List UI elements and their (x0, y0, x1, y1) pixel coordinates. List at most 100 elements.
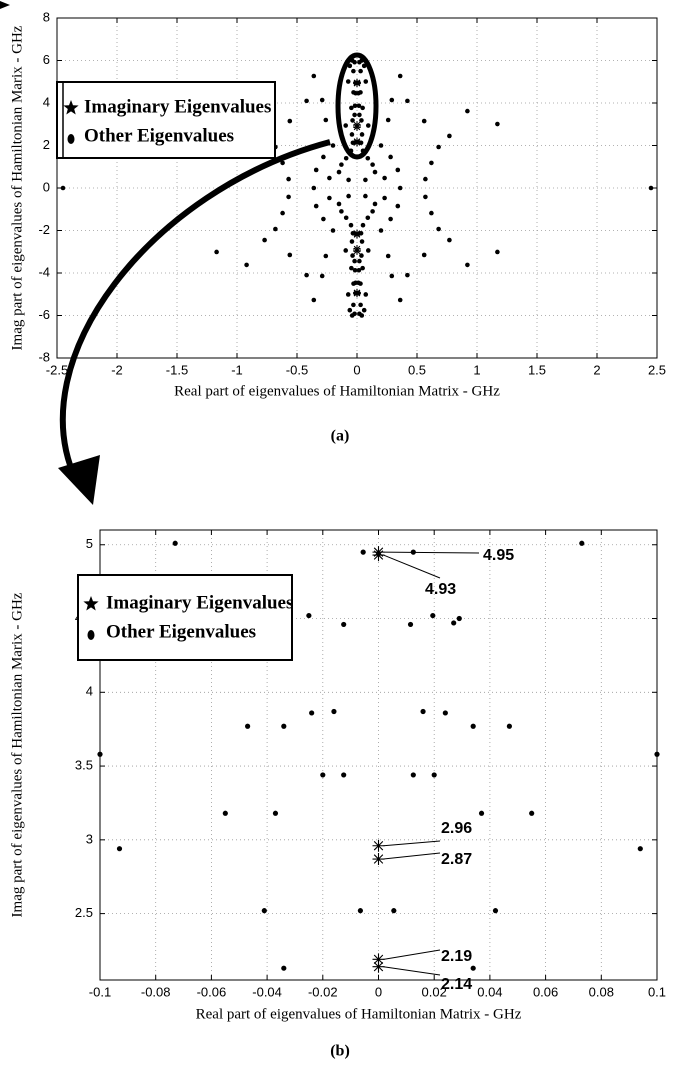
dot-point (478, 810, 485, 816)
dot-point (470, 723, 476, 729)
dot-point (352, 267, 358, 273)
x-tick-label: 0.1 (648, 984, 666, 999)
y-tick-label: 4 (43, 94, 50, 109)
dot-point (421, 118, 427, 124)
dot-point (352, 59, 357, 65)
dot-point (286, 194, 291, 200)
y-axis-label: Imag part of eigenvalues of Hamiltonian … (9, 25, 25, 350)
dot-point (429, 160, 434, 166)
dot-point (389, 273, 395, 279)
legend-label: Other Eigenvalues (106, 621, 256, 642)
dot-point (262, 237, 267, 243)
dot-point (352, 103, 358, 109)
dot-point (365, 123, 371, 128)
dot-point (339, 162, 344, 167)
dot-point (323, 253, 329, 259)
dot-point (359, 118, 364, 123)
dot-point (385, 253, 391, 259)
dot-point (492, 908, 499, 914)
dot-point (363, 79, 369, 84)
x-tick-label: -0.1 (89, 984, 111, 999)
dot-point (281, 965, 287, 971)
dot-point (405, 272, 410, 278)
dot-point (327, 195, 332, 201)
dot-point (343, 123, 349, 128)
dot-point (349, 265, 354, 271)
legend-label: Imaginary Eigenvalues (106, 592, 293, 613)
caption: (a) (331, 428, 350, 445)
dot-point (336, 201, 342, 207)
x-tick-label: 0.06 (533, 984, 558, 999)
dot-point (343, 215, 349, 221)
dot-point (352, 258, 357, 264)
label-arrow (383, 852, 441, 860)
dot-point (465, 262, 470, 268)
plot-frame (56, 17, 658, 359)
dot-point (429, 210, 434, 216)
dot-point (495, 249, 500, 255)
x-tick-label: 0.04 (477, 984, 502, 999)
dot-point (306, 612, 312, 619)
y-tick-label: 3 (86, 831, 93, 846)
dot-point (352, 112, 357, 118)
dot-point (172, 540, 178, 546)
data-label: 2.19 (441, 948, 472, 965)
dot-point (350, 118, 355, 123)
star-point (353, 123, 361, 132)
dot-point (343, 155, 349, 161)
dot-point (363, 292, 369, 297)
dot-point (286, 176, 291, 182)
dot-point (361, 63, 367, 69)
dot-point (304, 272, 309, 278)
dot-point (405, 98, 410, 104)
dot-point (506, 723, 512, 729)
dot-point (313, 167, 319, 173)
x-tick-label: 2.5 (648, 362, 666, 377)
dot-point (397, 73, 403, 79)
dot-point (365, 155, 371, 161)
dot-point (319, 273, 325, 279)
dot-point (447, 237, 452, 243)
dot-point (370, 209, 375, 214)
dot-point (319, 97, 325, 103)
dot-point (529, 810, 535, 816)
dot-point (423, 176, 428, 182)
dot-point (320, 772, 326, 778)
data-label: 4.95 (483, 547, 514, 564)
dot-point (341, 772, 347, 778)
dot-point (323, 117, 329, 123)
dot-point (350, 140, 356, 146)
dot-point (430, 612, 436, 619)
legend-label: Other Eigenvalues (84, 125, 234, 146)
dot-point (389, 97, 395, 103)
dot-point (347, 307, 353, 313)
y-tick-label: 8 (43, 9, 50, 24)
star-point (372, 853, 385, 866)
dot-point (410, 549, 416, 555)
dot-point (361, 307, 367, 313)
star-point (353, 244, 361, 253)
dot-point (637, 846, 643, 852)
legend-marker (83, 596, 99, 611)
dot-point (352, 311, 357, 317)
x-axis-label: Real part of eigenvalues of Hamiltonian … (196, 1006, 522, 1022)
dot-point (351, 90, 356, 95)
dot-point (442, 710, 448, 716)
dot-point (358, 302, 363, 308)
dot-point (60, 185, 66, 191)
dot-point (343, 248, 349, 253)
legend-marker (63, 100, 79, 115)
dot-point (341, 621, 347, 628)
dot-point (388, 154, 393, 160)
label-arrow (383, 949, 441, 960)
label-arrow (383, 966, 441, 976)
dot-point (245, 723, 251, 729)
y-tick-label: 3.5 (75, 758, 93, 773)
star-point (372, 953, 385, 966)
dot-point (431, 772, 437, 778)
dot-point (214, 249, 219, 255)
dot-point (391, 908, 397, 914)
x-tick-label: -0.06 (197, 984, 227, 999)
y-tick-label: 4 (86, 684, 93, 699)
